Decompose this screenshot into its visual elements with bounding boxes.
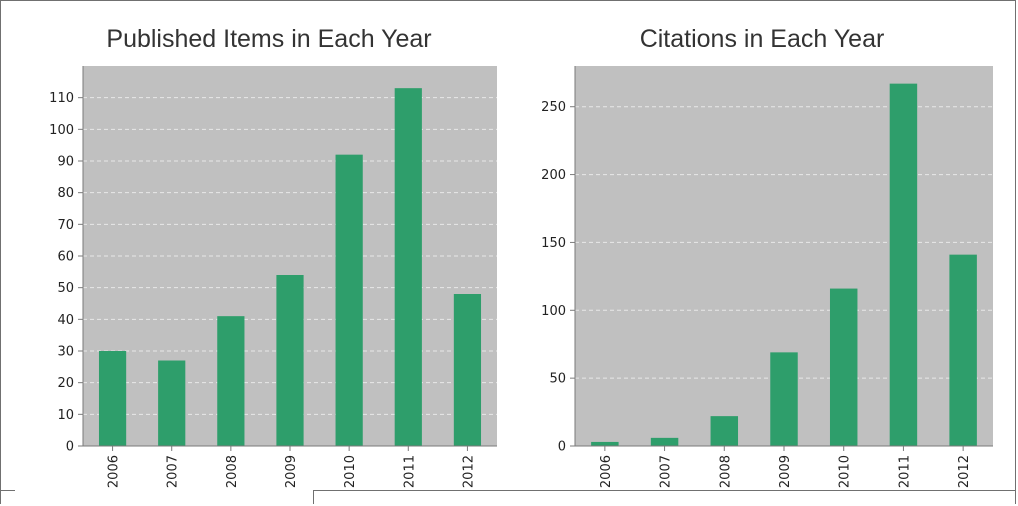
bar-2012 bbox=[949, 254, 977, 446]
bar-2010 bbox=[335, 154, 363, 446]
y-tick-label: 0 bbox=[558, 440, 566, 455]
x-tick-label: 2012 bbox=[957, 455, 972, 488]
chart-title: Published Items in Each Year bbox=[106, 25, 431, 53]
bar-2011 bbox=[889, 83, 918, 447]
frame-border-top bbox=[0, 0, 1016, 1]
y-tick-label: 100 bbox=[49, 123, 74, 138]
bar-2008 bbox=[217, 316, 245, 446]
x-tick-label: 2006 bbox=[107, 455, 122, 488]
citations-chart: Citations in Each Year 0 50 100 150 200 250 20… bbox=[541, 25, 993, 488]
x-tick-label: 2011 bbox=[897, 455, 912, 488]
y-tick-label: 70 bbox=[57, 218, 74, 233]
y-tick-label: 150 bbox=[541, 236, 566, 251]
y-tick-label: 20 bbox=[57, 376, 74, 391]
y-tick-label: 30 bbox=[57, 345, 74, 360]
x-tick-label: 2010 bbox=[343, 455, 358, 488]
y-tick-label: 100 bbox=[541, 304, 566, 319]
frame-border-right bbox=[1015, 0, 1016, 504]
published-items-chart: Published Items in Each Year 0 10 20 30 40 50… bbox=[49, 25, 497, 488]
bar-2006 bbox=[591, 441, 619, 446]
x-tick-label: 2011 bbox=[402, 455, 417, 488]
y-tick-label: 110 bbox=[49, 91, 74, 106]
y-tick-label: 200 bbox=[541, 168, 566, 183]
x-tick-label: 2007 bbox=[659, 455, 674, 488]
frame-border-bottom-right bbox=[313, 490, 1016, 491]
frame-border-left bbox=[0, 0, 1, 504]
y-tick-label: 40 bbox=[57, 313, 74, 328]
frame-border-bottom-left bbox=[0, 490, 15, 491]
x-tick-label: 2007 bbox=[166, 455, 181, 488]
frame-border-tail bbox=[313, 490, 314, 504]
y-tick-label: 250 bbox=[541, 100, 566, 115]
chart-title: Citations in Each Year bbox=[640, 25, 885, 53]
y-tick-label: 50 bbox=[549, 372, 566, 387]
plot-area: 0 10 20 30 40 50 60 70 80 90 100 110 2006 2007 2008 200… bbox=[49, 66, 497, 488]
bar-2009 bbox=[276, 275, 304, 446]
y-tick-label: 0 bbox=[66, 440, 74, 455]
y-tick-label: 90 bbox=[57, 155, 74, 170]
x-tick-label: 2008 bbox=[225, 455, 240, 488]
x-tick-label: 2006 bbox=[599, 455, 614, 488]
y-tick-label: 50 bbox=[57, 281, 74, 296]
y-tick-label: 60 bbox=[57, 250, 74, 265]
bar-2011 bbox=[394, 88, 422, 447]
bar-2007 bbox=[650, 437, 679, 446]
x-tick-label: 2010 bbox=[838, 455, 853, 488]
y-tick-label: 80 bbox=[57, 186, 74, 201]
plot-area: 0 50 100 150 200 250 2006 2007 2008 2009 2010 2011 2… bbox=[541, 66, 993, 488]
bar-2008 bbox=[710, 416, 739, 446]
x-tick-label: 2008 bbox=[718, 455, 733, 488]
bar-2012 bbox=[453, 294, 482, 446]
x-tick-label: 2009 bbox=[284, 455, 299, 488]
bar-2010 bbox=[829, 288, 858, 446]
bar-2007 bbox=[158, 360, 186, 446]
x-tick-label: 2009 bbox=[778, 455, 793, 488]
bar-2009 bbox=[770, 352, 798, 446]
bar-2006 bbox=[98, 351, 127, 446]
x-tick-label: 2012 bbox=[461, 455, 476, 488]
y-tick-label: 10 bbox=[57, 408, 74, 423]
